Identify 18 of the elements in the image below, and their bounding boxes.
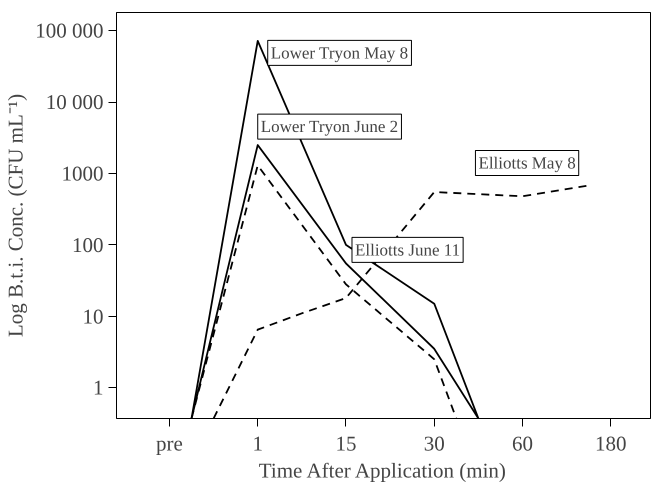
- x-tick-label: 1: [252, 432, 263, 456]
- y-tick-label: 100: [72, 232, 104, 257]
- series-label: Lower Tryon June 2: [260, 117, 398, 136]
- y-tick-label: 100 000: [35, 18, 104, 43]
- x-tick-label: pre: [156, 432, 183, 456]
- y-tick-label: 1: [93, 376, 104, 400]
- x-axis-title: Time After Application (min): [258, 458, 506, 482]
- series-label: Lower Tryon May 8: [270, 43, 408, 62]
- series-label: Elliotts May 8: [478, 153, 576, 172]
- series-label: Elliotts June 11: [354, 240, 460, 260]
- x-tick-label: 30: [424, 432, 445, 456]
- y-tick-label: 1000: [62, 162, 104, 186]
- x-tick-label: 60: [512, 432, 534, 456]
- x-tick-label: 15: [335, 432, 356, 456]
- x-tick-label: 180: [595, 432, 627, 456]
- y-tick-label: 10 000: [46, 90, 104, 114]
- y-axis-title: Log B.t.i. Conc. (CFU mL⁻¹): [3, 94, 28, 338]
- y-tick-label: 10: [82, 304, 104, 328]
